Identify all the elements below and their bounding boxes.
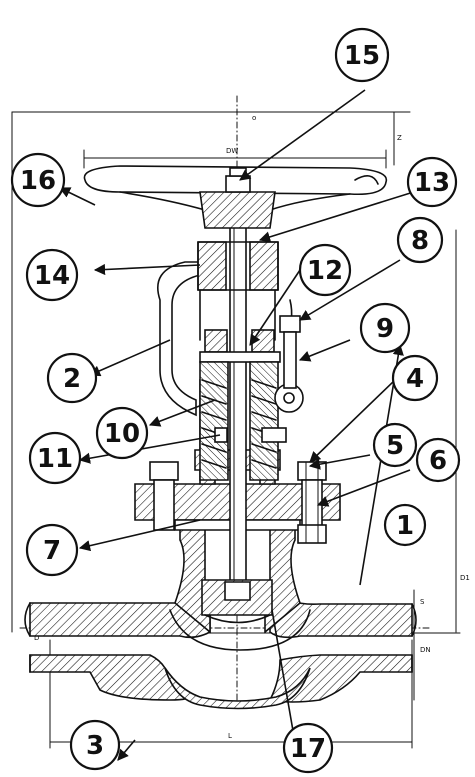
callout-1: 1 [383, 503, 427, 547]
callout-10-label: 10 [104, 419, 140, 449]
callout-14: 14 [25, 248, 79, 302]
dim-label-l: L [228, 732, 232, 740]
callout-16-label: 16 [20, 166, 56, 196]
callout-2-label: 2 [63, 364, 81, 394]
callout-3-label: 3 [86, 731, 104, 761]
dim-label-d: D [34, 634, 39, 642]
callout-14-label: 14 [34, 261, 70, 291]
callout-13-label: 13 [414, 168, 450, 198]
callout-9-label: 9 [376, 314, 394, 344]
callout-2: 2 [46, 352, 98, 404]
dim-label-s: S [420, 598, 425, 606]
callout-7: 7 [25, 523, 79, 577]
callout-1-label: 1 [396, 511, 414, 541]
callout-10: 10 [95, 406, 149, 460]
callout-17-label: 17 [290, 734, 326, 764]
valve-stem [229, 199, 247, 611]
callout-12: 12 [298, 243, 352, 297]
callout-5: 5 [372, 422, 418, 468]
bonnet-bolt [297, 461, 327, 544]
callout-12-label: 12 [307, 256, 343, 286]
callout-6-label: 6 [429, 446, 447, 476]
callout-15-label: 15 [344, 41, 380, 71]
dim-label-o: o [252, 114, 256, 122]
left-bolt [149, 461, 179, 531]
dim-label-dw: DW [226, 147, 238, 155]
packing-gland [199, 361, 279, 481]
callout-15: 15 [334, 27, 390, 83]
callout-9: 9 [359, 302, 411, 354]
callout-6: 6 [415, 437, 461, 483]
callout-8-label: 8 [411, 226, 429, 256]
callout-4-label: 4 [406, 364, 424, 394]
callout-17: 17 [282, 722, 334, 774]
dim-label-d1: D1 [460, 574, 470, 582]
callout-7-label: 7 [43, 536, 61, 566]
callout-4: 4 [391, 354, 439, 402]
callout-13: 13 [406, 156, 458, 208]
callout-16: 16 [10, 152, 66, 208]
callout-11-label: 11 [37, 444, 73, 474]
callout-5-label: 5 [386, 431, 404, 461]
valve-disc [201, 579, 273, 624]
dim-label-z: Z [397, 134, 402, 142]
callout-3: 3 [69, 719, 121, 771]
callout-8: 8 [396, 216, 444, 264]
eyebolt [274, 315, 304, 413]
dim-label-dn: DN [420, 646, 431, 654]
callout-11: 11 [28, 431, 82, 485]
yoke-sleeve [197, 241, 279, 291]
gland-stud [214, 427, 287, 443]
handwheel [83, 165, 388, 229]
